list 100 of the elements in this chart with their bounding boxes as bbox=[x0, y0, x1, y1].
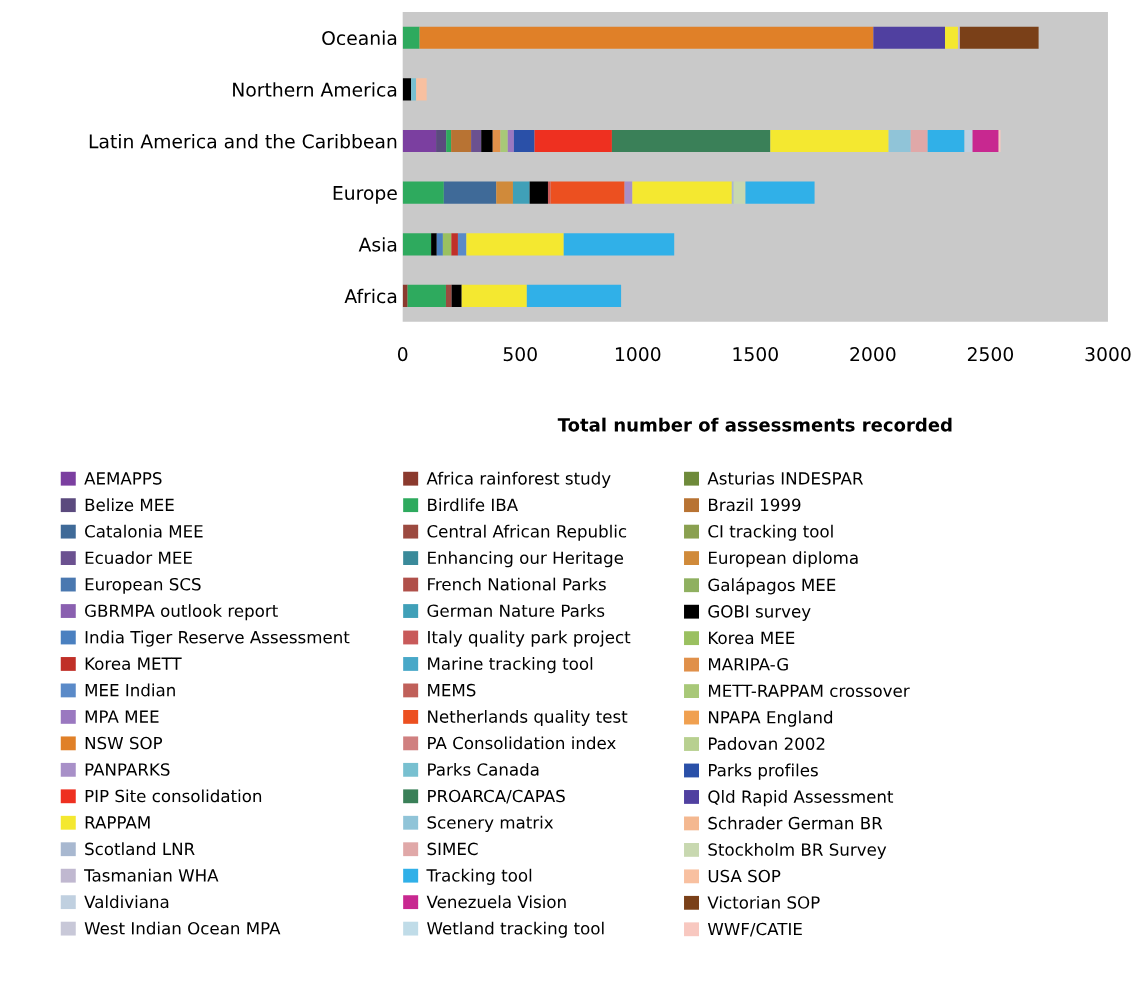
legend-label: Marine tracking tool bbox=[428, 657, 593, 674]
legend-label: AEMAPPS bbox=[84, 472, 162, 485]
x-axis-title: Total number of assessments recorded bbox=[557, 417, 952, 432]
legend-label: India Tiger Reserve Assessment bbox=[85, 630, 350, 647]
legend-label: PROARCA/CAPAS bbox=[428, 789, 565, 804]
legend-label: Wetland tracking tool bbox=[427, 921, 604, 938]
bar bbox=[733, 181, 746, 204]
legend-label: PANPARKS bbox=[85, 763, 170, 776]
bar bbox=[451, 233, 458, 256]
y-tick-label: Asia bbox=[358, 237, 397, 252]
bar bbox=[492, 129, 501, 153]
bar bbox=[407, 284, 446, 308]
bar bbox=[964, 129, 973, 153]
legend-label: Korea METT bbox=[85, 657, 182, 670]
legend-label: Catalonia MEE bbox=[85, 524, 203, 538]
legend-label: RAPPAM bbox=[85, 816, 150, 829]
legend-label: Galápagos MEE bbox=[708, 577, 836, 595]
legend-label: CI tracking tool bbox=[708, 524, 833, 541]
bar bbox=[512, 181, 530, 204]
legend-label: Africa rainforest study bbox=[426, 471, 611, 488]
legend-label: MEMS bbox=[428, 683, 476, 697]
bar bbox=[550, 181, 625, 204]
bar bbox=[927, 129, 965, 153]
legend-label: Netherlands quality test bbox=[428, 709, 628, 727]
legend-label: SIMEC bbox=[427, 842, 478, 856]
legend-label: GBRMPA outlook report bbox=[85, 604, 278, 621]
legend-label: European diploma bbox=[709, 551, 858, 568]
bar bbox=[402, 181, 444, 204]
bar bbox=[445, 284, 452, 308]
legend-label: Scenery matrix bbox=[427, 815, 554, 832]
bar bbox=[526, 284, 622, 308]
bar bbox=[466, 233, 564, 256]
legend-label: Stockholm BR Survey bbox=[708, 842, 887, 860]
bar bbox=[507, 129, 514, 153]
legend-label: MEE Indian bbox=[85, 683, 175, 697]
legend-label: Enhancing our Heritage bbox=[428, 551, 624, 568]
bar bbox=[972, 129, 999, 153]
bar bbox=[481, 129, 493, 153]
legend-label: Valdiviana bbox=[84, 895, 169, 909]
bar bbox=[402, 78, 412, 101]
legend-label: GOBI survey bbox=[708, 605, 811, 621]
legend-label: MPA MEE bbox=[85, 710, 159, 723]
bar bbox=[513, 129, 535, 153]
bar bbox=[745, 181, 815, 204]
bar bbox=[888, 129, 911, 153]
legend-label: French National Parks bbox=[428, 577, 606, 591]
bar bbox=[442, 233, 452, 256]
legend-label: Belize MEE bbox=[85, 498, 174, 512]
legend-label: Korea MEE bbox=[709, 631, 795, 645]
bar bbox=[611, 129, 771, 153]
legend-label: Venezuela Vision bbox=[426, 895, 566, 909]
legend-label: MARIPA-G bbox=[709, 658, 788, 671]
bar bbox=[436, 129, 447, 153]
legend-label: Tasmanian WHA bbox=[84, 868, 219, 882]
bar bbox=[457, 233, 467, 256]
bar bbox=[443, 181, 497, 204]
legend-label: Italy quality park project bbox=[428, 630, 631, 647]
x-tick-label: 2000 bbox=[850, 347, 896, 362]
legend-label: German Nature Parks bbox=[427, 604, 605, 618]
legend-label: Asturias INDESPAR bbox=[707, 471, 864, 485]
legend-label: Scotland LNR bbox=[85, 842, 195, 856]
legend-label: METT-RAPPAM crossover bbox=[709, 684, 910, 698]
x-tick-label: 2500 bbox=[967, 347, 1014, 362]
x-tick-label: 3000 bbox=[1085, 347, 1131, 362]
legend-label: West Indian Ocean MPA bbox=[84, 921, 281, 935]
bar bbox=[446, 129, 452, 153]
bar bbox=[873, 26, 946, 49]
bar bbox=[402, 26, 420, 49]
bar bbox=[624, 181, 633, 204]
legend-label: WWF/CATIE bbox=[707, 922, 802, 937]
bar bbox=[770, 129, 889, 153]
bar bbox=[529, 181, 548, 204]
legend-label: Schrader German BR bbox=[708, 816, 883, 830]
legend-label: Birdlife IBA bbox=[428, 498, 518, 512]
legend-label: Parks Canada bbox=[428, 762, 539, 776]
bar bbox=[945, 26, 958, 49]
bar bbox=[563, 233, 675, 256]
x-tick-label: 1000 bbox=[615, 347, 661, 362]
bar bbox=[496, 181, 513, 204]
bar bbox=[471, 129, 482, 153]
legend-label: USA SOP bbox=[708, 869, 781, 883]
legend-label: PIP Site consolidation bbox=[85, 789, 262, 803]
legend-label: NSW SOP bbox=[85, 736, 163, 750]
legend-label: European SCS bbox=[85, 577, 201, 594]
legend-label: NPAPA England bbox=[709, 710, 833, 727]
bar bbox=[411, 78, 417, 101]
y-tick-label: Africa bbox=[344, 288, 397, 304]
bar bbox=[402, 284, 408, 308]
bar bbox=[910, 129, 928, 153]
legend-label: Padovan 2002 bbox=[709, 737, 825, 751]
x-tick-label: 500 bbox=[503, 347, 537, 362]
legend-label: PA Consolidation index bbox=[428, 736, 616, 750]
legend-label: Victorian SOP bbox=[707, 895, 820, 909]
legend-label: Tracking tool bbox=[426, 868, 532, 885]
bar bbox=[500, 129, 508, 153]
y-tick-label: Oceania bbox=[322, 30, 397, 46]
bar bbox=[959, 26, 1039, 49]
y-tick-label: Northern America bbox=[233, 82, 397, 97]
bar bbox=[451, 129, 472, 153]
legend-label: Parks profiles bbox=[709, 763, 818, 780]
